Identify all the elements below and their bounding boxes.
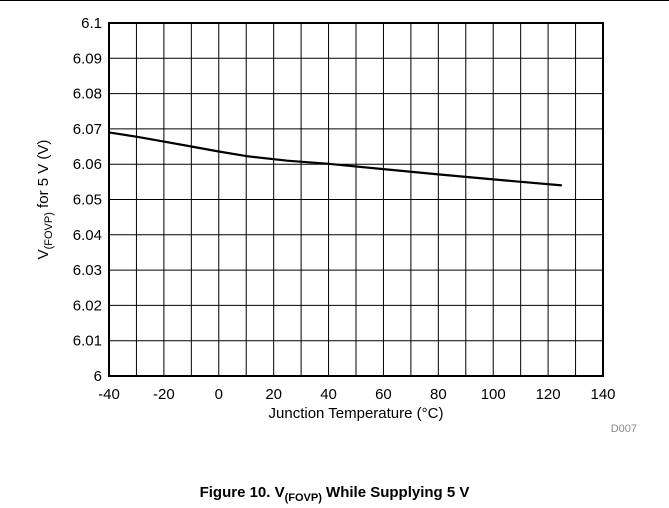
chart: -40 -20 0 20 40 60 80 100 120 140 6 6.01 6.02 6.03 6.…: [35, 15, 637, 435]
y-axis-label-subscript: (FOVP): [43, 212, 55, 249]
y-tick-label: 6.01: [73, 333, 102, 350]
y-tick-label: 6.04: [73, 227, 102, 244]
caption-prefix: Figure 10. V: [199, 484, 285, 501]
x-tick-labels: -40 -20 0 20 40 60 80 100 120 140: [98, 386, 615, 403]
y-tick-label: 6.06: [73, 156, 102, 173]
x-tick-label: 120: [536, 386, 561, 403]
caption-suffix: While Supplying 5 V: [321, 484, 470, 501]
x-tick-label: 100: [481, 386, 506, 403]
x-tick-label: 0: [215, 386, 223, 403]
x-tick-label: 80: [430, 386, 447, 403]
y-axis-label-suffix: for 5 V (V): [35, 140, 52, 213]
x-tick-label: 140: [590, 386, 615, 403]
x-tick-label: -20: [153, 386, 175, 403]
x-tick-label: 40: [320, 386, 337, 403]
x-tick-label: 20: [265, 386, 282, 403]
figure-code: D007: [611, 423, 637, 435]
series-line: [108, 131, 562, 187]
y-tick-label: 6.09: [73, 50, 102, 67]
y-tick-label: 6.03: [73, 262, 102, 279]
y-tick-label: 6.08: [73, 86, 102, 103]
y-tick-label: 6: [94, 368, 102, 385]
x-tick-label: -40: [98, 386, 120, 403]
y-tick-label: 6.02: [73, 297, 102, 314]
top-rule: [0, 0, 669, 1]
y-tick-label: 6.07: [73, 121, 102, 138]
grid: [109, 23, 603, 376]
x-tick-label: 60: [375, 386, 392, 403]
y-axis-label: V(FOVP) for 5 V (V): [35, 140, 55, 260]
plot-frame: [108, 22, 604, 377]
y-tick-label: 6.1: [81, 15, 102, 32]
y-tick-label: 6.05: [73, 192, 102, 209]
figure-caption: Figure 10. V(FOVP) While Supplying 5 V: [0, 484, 669, 504]
y-tick-labels: 6 6.01 6.02 6.03 6.04 6.05 6.06 6.07 6.08 6.09 6.1: [73, 15, 102, 385]
x-axis-label: Junction Temperature (°C): [269, 405, 444, 422]
y-axis-label-prefix: V: [35, 249, 52, 259]
caption-subscript: (FOVP): [284, 492, 322, 504]
